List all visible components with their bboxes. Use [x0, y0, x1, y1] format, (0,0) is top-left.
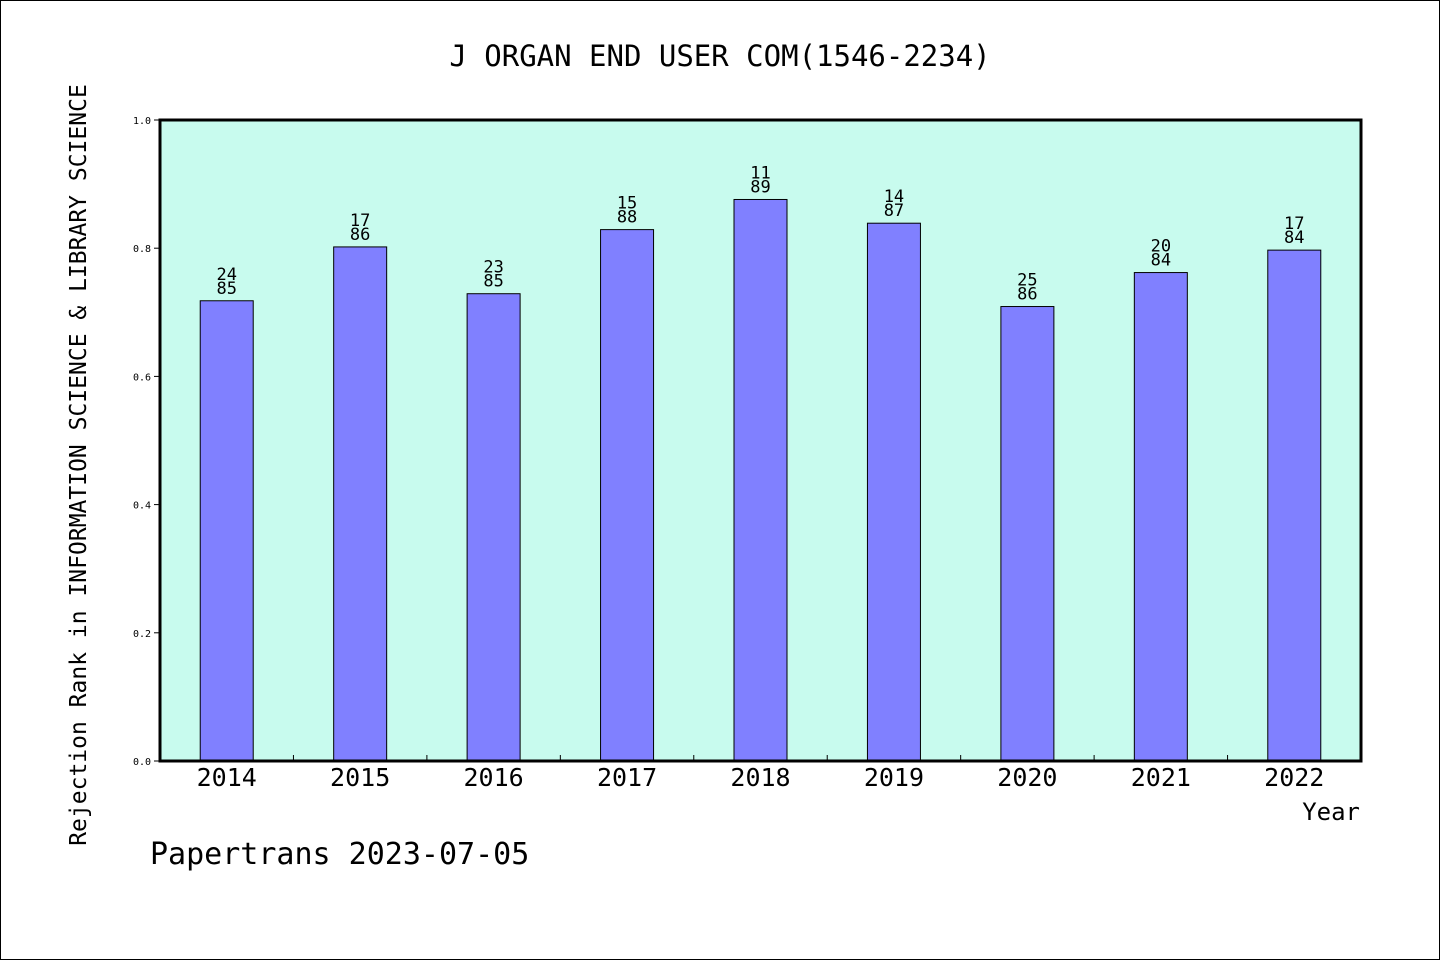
bar-label-top: 23: [483, 258, 503, 278]
y-tick-label: 0.4: [133, 501, 151, 512]
x-tick-label: 2021: [1131, 763, 1191, 792]
bar-2014: [199, 300, 254, 762]
bar-label-top: 11: [750, 163, 770, 183]
y-tick-label: 0.2: [133, 629, 151, 640]
x-axis: 2014 2015 2016 2017 2018 2019 2020 2021 2022: [197, 755, 1324, 792]
y-axis: 0.0 0.2 0.4 0.6 0.8 1.0: [133, 116, 160, 768]
bar-label-bottom: 86: [350, 225, 370, 245]
bar-label-bottom: 84: [1151, 251, 1171, 271]
plot-border: [158, 118, 1363, 763]
bar-label-top: 14: [884, 187, 904, 207]
y-tick-label: 0.0: [133, 757, 151, 768]
y-axis-label: Rejection Rank in INFORMATION SCIENCE & …: [66, 84, 92, 846]
bar-label-top: 15: [617, 194, 637, 214]
bar-label-bottom: 87: [884, 201, 904, 221]
bar-label-bottom: 88: [617, 208, 637, 228]
y-tick-label: 1.0: [133, 116, 151, 127]
bar-2018: [733, 198, 788, 762]
bar-label-top: 17: [350, 211, 370, 231]
bar-label-bottom: 85: [483, 272, 503, 292]
bar-label-bottom: 84: [1284, 228, 1304, 248]
y-tick-label: 0.8: [133, 244, 151, 255]
x-tick-label: 2022: [1264, 763, 1324, 792]
bar-label-top: 25: [1017, 271, 1037, 291]
bar-label-bottom: 89: [750, 177, 770, 197]
x-tick-label: 2014: [197, 763, 257, 792]
bar-label-top: 20: [1151, 237, 1171, 257]
bar-2015: [333, 246, 388, 762]
x-tick-label: 2015: [330, 763, 390, 792]
bar-2019: [866, 222, 921, 762]
bar-2022: [1267, 249, 1322, 762]
x-tick-label: 2020: [997, 763, 1057, 792]
bar-2021: [1133, 272, 1188, 762]
bar-label-bottom: 86: [1017, 285, 1037, 305]
bar-2017: [600, 229, 655, 762]
footer-credit: Papertrans 2023-07-05: [150, 837, 529, 872]
bar-label-bottom: 85: [216, 279, 236, 299]
bars: [199, 198, 1322, 762]
y-tick-label: 0.6: [133, 372, 151, 383]
bar-label-top: 24: [216, 265, 236, 285]
bar-2016: [466, 293, 521, 762]
x-tick-label: 2019: [864, 763, 924, 792]
x-axis-label: Year: [1302, 798, 1360, 826]
bar-2020: [1000, 306, 1055, 762]
x-tick-label: 2016: [464, 763, 524, 792]
bar-label-top: 17: [1284, 214, 1304, 234]
x-tick-label: 2017: [597, 763, 657, 792]
x-tick-label: 2018: [730, 763, 790, 792]
chart-title: J ORGAN END USER COM(1546-2234): [449, 39, 990, 73]
